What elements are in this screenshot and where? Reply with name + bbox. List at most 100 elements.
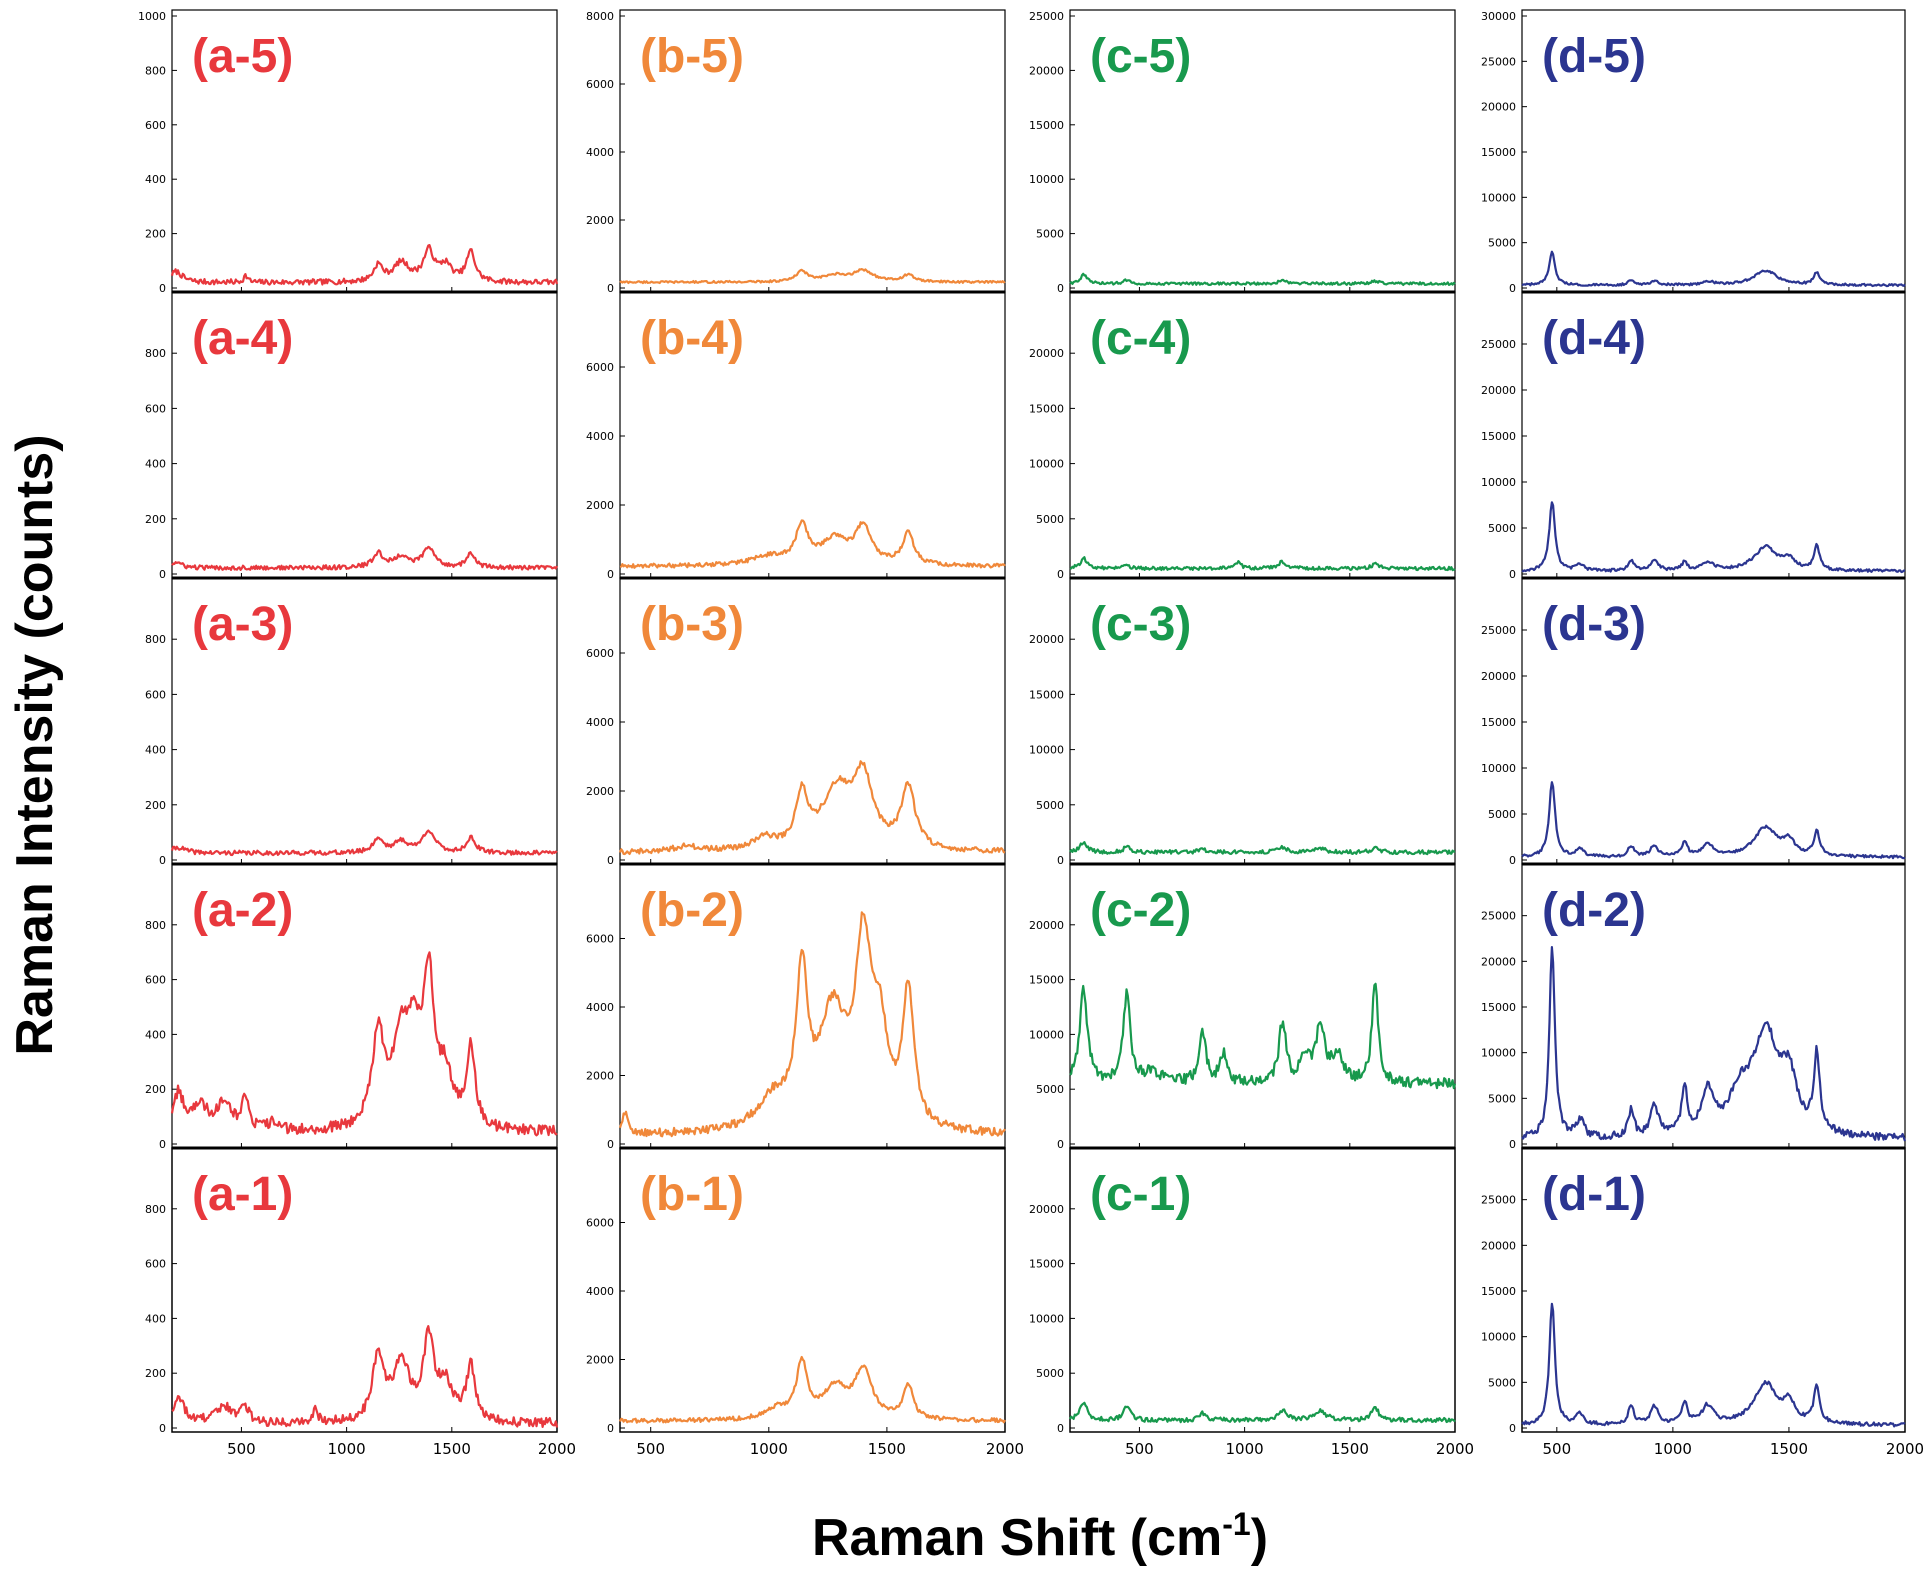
y-tick-label: 0 <box>1057 282 1064 295</box>
y-tick-label: 0 <box>1057 854 1064 867</box>
y-tick-label: 400 <box>145 173 166 186</box>
y-tick-label: 5000 <box>1488 1376 1516 1389</box>
y-tick-label: 200 <box>145 228 166 241</box>
spectrum-line <box>1521 1302 1906 1428</box>
y-tick-label: 0 <box>607 854 614 867</box>
y-tick-label: 0 <box>607 1422 614 1435</box>
y-tick-label: 0 <box>1509 1422 1516 1435</box>
panel-label: (a-3) <box>192 598 293 651</box>
y-tick-label: 10000 <box>1481 1047 1516 1060</box>
panel-c-1: 0 5000 10000 15000 20000 500 1000 1500 2000 (c-1) <box>1029 1146 1474 1458</box>
y-tick-label: 4000 <box>586 1001 614 1014</box>
y-tick-label: 600 <box>145 402 166 415</box>
spectrum-line <box>171 1325 559 1428</box>
y-tick-label: 2000 <box>586 785 614 798</box>
x-axis-title-close: ) <box>1251 1509 1268 1567</box>
y-tick-label: 10000 <box>1481 191 1516 204</box>
x-tick-label: 2000 <box>986 1440 1024 1458</box>
x-tick-label: 1000 <box>1654 1440 1692 1458</box>
panel-label: (d-3) <box>1542 598 1646 651</box>
y-tick-label: 0 <box>1509 568 1516 581</box>
y-tick-label: 15000 <box>1029 402 1064 415</box>
y-tick-label: 20000 <box>1481 955 1516 968</box>
spectrum-line <box>619 519 1006 569</box>
x-tick-label: 500 <box>636 1440 665 1458</box>
panel-d-2: 0 5000 10000 15000 20000 25000 (d-2) <box>1481 862 1907 1151</box>
spectrum-line <box>170 244 559 286</box>
y-tick-label: 5000 <box>1488 522 1516 535</box>
y-tick-label: 25000 <box>1481 910 1516 923</box>
y-tick-label: 0 <box>159 568 166 581</box>
y-tick-label: 0 <box>607 282 614 295</box>
y-tick-label: 800 <box>145 64 166 77</box>
y-tick-label: 0 <box>607 568 614 581</box>
panel-label: (a-2) <box>192 884 293 937</box>
panel-d-1: 0 5000 10000 15000 20000 25000 500 1000 1500 2000… <box>1481 1146 1924 1458</box>
panel-label: (b-3) <box>640 598 744 651</box>
y-tick-label: 4000 <box>586 430 614 443</box>
x-tick-label: 500 <box>1125 1440 1154 1458</box>
y-tick-label: 2000 <box>586 214 614 227</box>
panel-label: (b-4) <box>640 312 744 365</box>
y-tick-label: 5000 <box>1036 1083 1064 1096</box>
panel-label: (a-5) <box>192 30 293 83</box>
spectrum-line <box>1069 982 1457 1090</box>
y-tick-label: 10000 <box>1029 458 1064 471</box>
y-tick-label: 6000 <box>586 647 614 660</box>
spectrum-line <box>1521 501 1906 574</box>
y-tick-label: 600 <box>145 119 166 132</box>
spectrum-line <box>170 951 558 1137</box>
x-tick-label: 1000 <box>328 1440 366 1458</box>
y-tick-label: 4000 <box>586 716 614 729</box>
x-tick-label: 2000 <box>538 1440 576 1458</box>
y-tick-label: 800 <box>145 1203 166 1216</box>
y-tick-label: 0 <box>1509 282 1516 295</box>
spectrum-line <box>619 268 1006 285</box>
panel-label: (c-3) <box>1090 598 1191 651</box>
y-tick-label: 15000 <box>1029 688 1064 701</box>
panel-b-1: 0 2000 4000 6000 500 1000 1500 2000 (b-1) <box>586 1146 1024 1458</box>
panel-label: (d-4) <box>1542 312 1646 365</box>
y-tick-label: 25000 <box>1481 1194 1516 1207</box>
panel-d-5: 0 5000 10000 15000 20000 25000 30000 (d-5) <box>1481 9 1906 295</box>
y-tick-label: 800 <box>145 919 166 932</box>
panel-label: (d-2) <box>1542 884 1646 937</box>
y-tick-label: 2000 <box>586 1354 614 1367</box>
y-tick-label: 0 <box>159 854 166 867</box>
y-tick-label: 0 <box>1509 1138 1516 1151</box>
y-tick-label: 20000 <box>1029 919 1064 932</box>
y-tick-label: 15000 <box>1481 430 1516 443</box>
x-tick-label: 1000 <box>1226 1440 1264 1458</box>
spectrum-line <box>170 829 558 857</box>
y-tick-label: 20000 <box>1029 1203 1064 1216</box>
panel-label: (b-2) <box>640 884 744 937</box>
y-tick-label: 0 <box>1057 1422 1064 1435</box>
x-axis-title-main: Raman Shift (cm <box>812 1509 1222 1567</box>
panel-label: (c-5) <box>1090 30 1191 83</box>
y-tick-label: 200 <box>145 799 166 812</box>
y-tick-label: 25000 <box>1481 55 1516 68</box>
y-tick-label: 10000 <box>1029 744 1064 757</box>
spectrum-line <box>618 760 1006 856</box>
panel-b-2: 0 2000 4000 6000 (b-2) <box>586 862 1006 1151</box>
x-tick-label: 2000 <box>1436 1440 1474 1458</box>
spectrum-line <box>1069 556 1456 572</box>
y-tick-label: 5000 <box>1488 808 1516 821</box>
y-tick-label: 0 <box>1509 854 1516 867</box>
x-tick-label: 2000 <box>1886 1440 1924 1458</box>
spectrum-line <box>618 1355 1006 1424</box>
y-tick-label: 0 <box>1057 568 1064 581</box>
x-tick-label: 1500 <box>868 1440 906 1458</box>
y-tick-label: 15000 <box>1481 716 1516 729</box>
y-tick-label: 25000 <box>1481 338 1516 351</box>
y-tick-label: 25000 <box>1481 624 1516 637</box>
y-tick-label: 10000 <box>1481 762 1516 775</box>
y-tick-label: 6000 <box>586 78 614 91</box>
y-tick-label: 10000 <box>1029 1028 1064 1041</box>
y-tick-label: 10000 <box>1481 1331 1516 1344</box>
y-tick-label: 1000 <box>138 10 166 23</box>
y-tick-label: 0 <box>159 282 166 295</box>
y-tick-label: 0 <box>159 1138 166 1151</box>
y-tick-label: 8000 <box>586 10 614 23</box>
